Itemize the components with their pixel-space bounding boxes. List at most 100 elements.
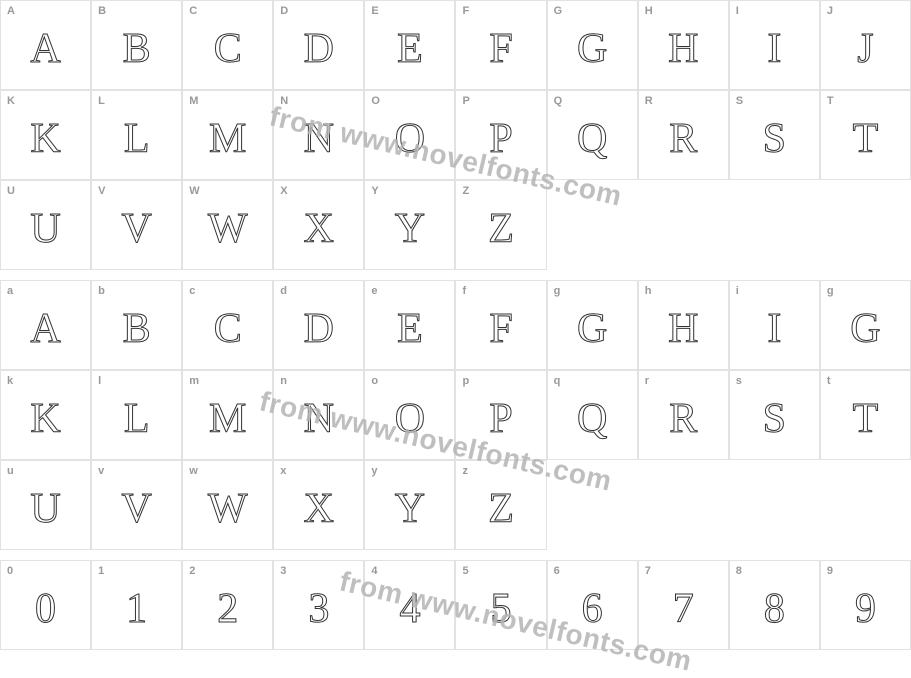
glyph-cell: 44 [364,560,455,650]
glyph-cell: 88 [729,560,820,650]
section-spacer [0,270,911,280]
cell-key-label: P [462,95,469,107]
cell-glyph: Q [577,118,607,160]
cell-glyph: U [30,208,60,250]
cell-glyph: K [30,398,60,440]
cell-key-label: 8 [736,565,742,577]
glyph-cell: kK [0,370,91,460]
cell-key-label: W [189,185,199,197]
glyph-cell: gG [820,280,911,370]
cell-key-label: d [280,285,287,297]
cell-key-label: J [827,5,833,17]
cell-glyph: 6 [582,588,603,630]
glyph-cell: hH [638,280,729,370]
cell-key-label: X [280,185,287,197]
section-uppercase: AABBCCDDEEFFGGHHIIJJKKLLMMNNOOPPQQRRSSTT… [0,0,911,270]
cell-key-label: C [189,5,197,17]
glyph-cell: lL [91,370,182,460]
glyph-cell: BB [91,0,182,90]
section-spacer [0,550,911,560]
glyph-cell: HH [638,0,729,90]
glyph-cell: YY [364,180,455,270]
glyph-cell: tT [820,370,911,460]
cell-key-label: 6 [554,565,560,577]
cell-key-label: 1 [98,565,104,577]
cell-key-label: k [7,375,13,387]
cell-key-label: i [736,285,739,297]
cell-glyph: W [208,488,248,530]
cell-key-label: o [371,375,378,387]
glyph-cell-empty [547,460,638,550]
cell-glyph: 5 [491,588,512,630]
cell-glyph: 9 [855,588,876,630]
cell-glyph: Z [488,208,514,250]
cell-glyph: Y [395,488,425,530]
cell-glyph: M [209,118,246,160]
glyph-cell: II [729,0,820,90]
cell-glyph: S [763,118,786,160]
cell-glyph: E [397,308,423,350]
cell-glyph: J [857,28,873,70]
cell-key-label: Y [371,185,378,197]
glyph-cell: PP [455,90,546,180]
glyph-cell: AA [0,0,91,90]
cell-key-label: q [554,375,561,387]
glyph-cell: SS [729,90,820,180]
font-chart: AABBCCDDEEFFGGHHIIJJKKLLMMNNOOPPQQRRSSTT… [0,0,911,650]
section-digits: 00112233445566778899 [0,560,911,650]
cell-key-label: N [280,95,288,107]
cell-key-label: D [280,5,288,17]
glyph-cell: qQ [547,370,638,460]
cell-glyph: 8 [764,588,785,630]
cell-glyph: D [304,28,334,70]
cell-key-label: 9 [827,565,833,577]
cell-key-label: a [7,285,13,297]
cell-key-label: r [645,375,649,387]
cell-key-label: V [98,185,105,197]
cell-key-label: U [7,185,15,197]
glyph-cell: 66 [547,560,638,650]
glyph-cell: 55 [455,560,546,650]
cell-key-label: 3 [280,565,286,577]
cell-glyph: C [214,308,242,350]
cell-glyph: O [395,398,425,440]
glyph-cell-empty [820,460,911,550]
cell-glyph: A [30,28,60,70]
cell-glyph: Q [577,398,607,440]
glyph-cell: iI [729,280,820,370]
cell-glyph: V [121,208,151,250]
cell-glyph: T [853,118,879,160]
glyph-cell: DD [273,0,364,90]
cell-key-label: c [189,285,195,297]
glyph-cell: nN [273,370,364,460]
cell-key-label: 0 [7,565,13,577]
cell-key-label: u [7,465,14,477]
glyph-cell: LL [91,90,182,180]
glyph-cell: rR [638,370,729,460]
glyph-cell: aA [0,280,91,370]
glyph-cell-empty [547,180,638,270]
cell-key-label: l [98,375,101,387]
glyph-cell: cC [182,280,273,370]
cell-glyph: Y [395,208,425,250]
glyph-cell: 99 [820,560,911,650]
glyph-cell: mM [182,370,273,460]
cell-key-label: H [645,5,653,17]
cell-glyph: T [853,398,879,440]
glyph-cell: KK [0,90,91,180]
glyph-cell: WW [182,180,273,270]
cell-key-label: A [7,5,15,17]
cell-glyph: M [209,398,246,440]
cell-glyph: N [304,118,334,160]
cell-glyph: P [489,118,512,160]
glyph-cell: xX [273,460,364,550]
cell-key-label: B [98,5,106,17]
glyph-cell: MM [182,90,273,180]
cell-key-label: f [462,285,466,297]
cell-key-label: G [554,5,563,17]
cell-glyph: B [123,28,151,70]
cell-key-label: g [554,285,561,297]
cell-key-label: Z [462,185,469,197]
glyph-cell: vV [91,460,182,550]
cell-glyph: E [397,28,423,70]
